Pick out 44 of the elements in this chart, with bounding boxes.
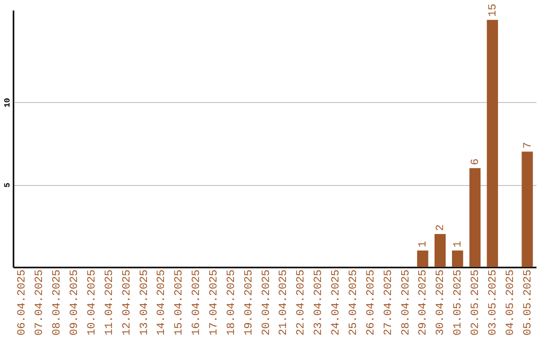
data-label: 2 bbox=[435, 224, 448, 232]
x-tick-label: 27.04.2025 bbox=[382, 270, 395, 336]
x-tick-label: 25.04.2025 bbox=[348, 270, 360, 336]
x-tick-label: 19.04.2025 bbox=[243, 270, 256, 336]
x-tick-label: 24.04.2025 bbox=[330, 270, 343, 336]
bar bbox=[452, 250, 464, 267]
x-tick-label: 13.04.2025 bbox=[138, 270, 151, 336]
x-tick-label: 03.05.2025 bbox=[487, 270, 500, 336]
bar bbox=[522, 152, 533, 267]
x-tick-label: 17.04.2025 bbox=[208, 270, 220, 336]
x-tick-label: 10.04.2025 bbox=[86, 270, 98, 336]
x-tick-label: 02.05.2025 bbox=[470, 270, 482, 336]
x-tick-label: 30.04.2025 bbox=[435, 270, 448, 336]
y-tick-label: 5 bbox=[4, 182, 12, 188]
x-tick-label: 20.04.2025 bbox=[260, 270, 273, 336]
data-label: 15 bbox=[487, 4, 500, 17]
data-label: 1 bbox=[452, 240, 465, 248]
bar bbox=[469, 168, 481, 267]
data-label: 6 bbox=[470, 158, 482, 166]
x-tick-label: 09.04.2025 bbox=[69, 270, 82, 336]
x-tick-label: 14.04.2025 bbox=[156, 270, 168, 336]
x-tick-label: 04.05.2025 bbox=[504, 270, 517, 336]
x-tick-label: 01.05.2025 bbox=[452, 270, 465, 336]
x-tick-label: 11.04.2025 bbox=[104, 270, 116, 336]
x-tick-label: 15.04.2025 bbox=[174, 270, 186, 336]
data-label: 1 bbox=[418, 240, 430, 248]
x-tick-label: 23.04.2025 bbox=[313, 270, 326, 336]
x-tick-label: 12.04.2025 bbox=[121, 270, 134, 336]
x-tick-label: 05.05.2025 bbox=[522, 270, 534, 336]
x-tick-label: 18.04.2025 bbox=[226, 270, 238, 336]
bar bbox=[434, 234, 446, 267]
x-tick-label: 16.04.2025 bbox=[191, 270, 204, 336]
x-tick-label: 06.04.2025 bbox=[16, 270, 29, 336]
x-tick-label: 07.04.2025 bbox=[34, 270, 46, 336]
bar bbox=[417, 250, 428, 267]
bar bbox=[486, 20, 498, 267]
data-label: 7 bbox=[522, 142, 534, 149]
x-tick-label: 22.04.2025 bbox=[296, 270, 308, 336]
x-tick-label: 08.04.2025 bbox=[52, 270, 64, 336]
x-tick-label: 21.04.2025 bbox=[278, 270, 290, 336]
x-tick-label: 29.04.2025 bbox=[418, 270, 430, 336]
x-tick-label: 28.04.2025 bbox=[400, 270, 412, 336]
x-tick-label: 26.04.2025 bbox=[365, 270, 378, 336]
y-tick-label: 10 bbox=[4, 98, 12, 108]
